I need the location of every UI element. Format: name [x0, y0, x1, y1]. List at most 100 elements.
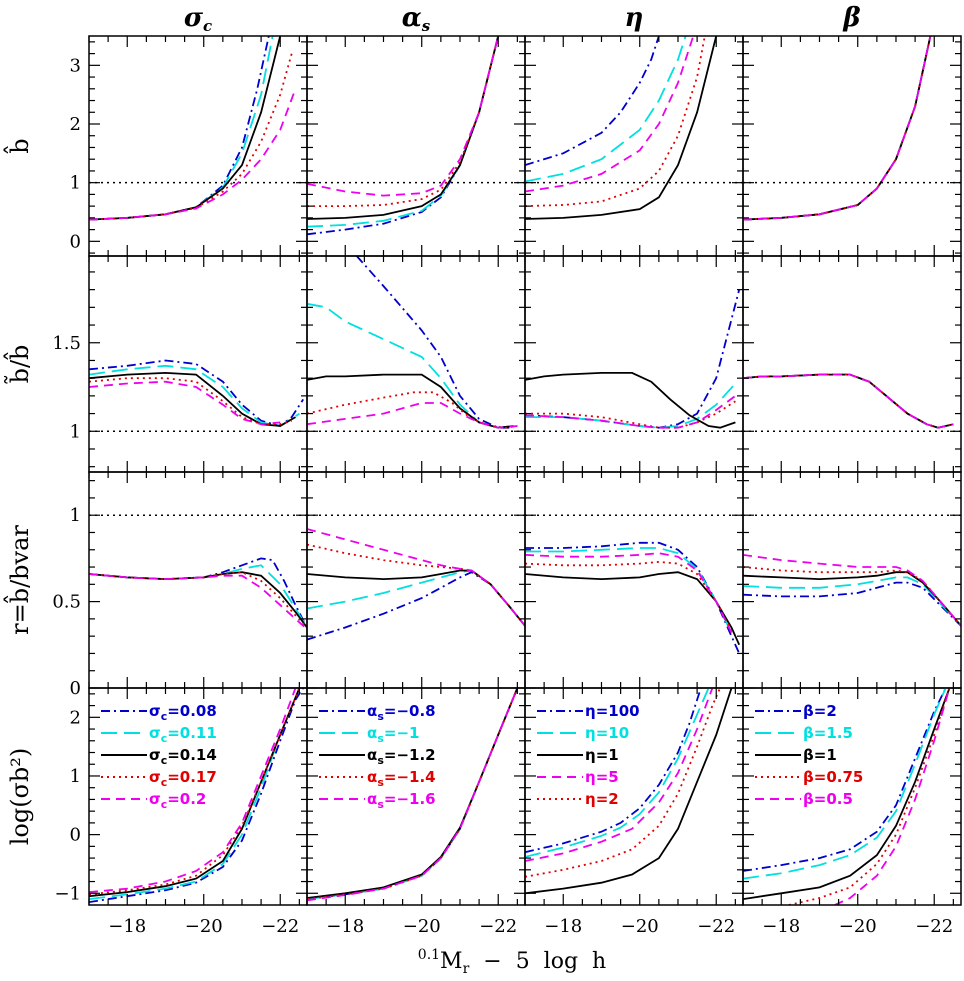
legend-label: η=5 — [585, 768, 619, 786]
series-line-2 — [89, 564, 307, 628]
panel-r2-c1: 11.5 — [52, 255, 308, 473]
series-line-3 — [743, 571, 961, 627]
legend-label: σc=0.14 — [149, 746, 217, 767]
series-line-1 — [89, 359, 304, 427]
row-labels: b̂ b̃/b̂ r=b̂/bvar log(σb²) — [3, 138, 34, 845]
legend-label: αs=−0.8 — [367, 702, 436, 723]
y-tick-label: 1 — [70, 173, 81, 194]
row-label-3: r=b̂/bvar — [3, 525, 34, 635]
series-line-5 — [525, 36, 695, 193]
series-line-2 — [743, 373, 954, 429]
series-line-4 — [89, 53, 293, 221]
series-line-5 — [89, 688, 297, 893]
series-line-1 — [525, 289, 741, 429]
panel-frame — [306, 255, 526, 473]
series-line-3 — [525, 372, 736, 429]
panel-r3-c1: 00.51 — [52, 471, 308, 699]
series-line-2 — [743, 688, 947, 880]
panel-r2-c3 — [524, 255, 744, 473]
series-line-1 — [743, 688, 947, 872]
series-line-3 — [525, 36, 718, 220]
series-line-5 — [307, 688, 519, 902]
series-line-2 — [743, 36, 932, 221]
series-line-4 — [525, 560, 733, 632]
row-label-2: b̃/b̂ — [3, 345, 34, 384]
panel-r4-c4: −18 −20 −22 β=2 β=1.5 β=1 β=0.75 β=0.5 — [742, 687, 962, 937]
panel-frame — [742, 471, 962, 689]
panel-r2-c2 — [306, 255, 526, 473]
series-line-2 — [525, 547, 733, 634]
y-tick-label: 0 — [70, 825, 81, 846]
series-line-5 — [525, 395, 736, 429]
legend-4: β=2 β=1.5 β=1 β=0.75 β=0.5 — [755, 702, 863, 808]
y-tick-label: 2 — [70, 114, 81, 135]
legend-label: σc=0.17 — [149, 768, 217, 789]
x-tick-label: −20 — [185, 916, 223, 937]
panel-r1-c1: 0 1 2 3 — [70, 35, 308, 257]
series-line-5 — [525, 552, 733, 634]
series-line-2 — [525, 688, 710, 858]
series-line-3 — [743, 373, 954, 429]
legend-label: η=10 — [585, 724, 629, 742]
series-line-3 — [743, 36, 932, 221]
panel-frame — [524, 35, 744, 257]
series-line-4 — [307, 391, 518, 429]
panel-r4-c3: −18 −20 −22 η=100 η=10 η=1 η=5 η=2 — [524, 687, 744, 937]
series-line-1 — [525, 541, 741, 654]
legend-label: αs=−1.4 — [367, 768, 436, 789]
series-line-5 — [525, 688, 714, 862]
column-titles: σc αs η β — [184, 3, 861, 35]
panel-r3-c3 — [524, 471, 744, 689]
panel-frame — [742, 35, 962, 257]
column-title-2: αs — [402, 3, 431, 35]
series-line-1 — [743, 581, 961, 627]
series-line-3 — [525, 688, 733, 895]
legend-label: αs=−1.2 — [367, 746, 436, 767]
legend-label: η=100 — [585, 702, 640, 720]
legend-label: σc=0.08 — [149, 702, 217, 723]
panel-frame — [88, 255, 308, 473]
x-tick-label: −22 — [261, 916, 299, 937]
series-line-2 — [743, 576, 961, 627]
series-line-2 — [89, 36, 274, 221]
legend-label: η=2 — [585, 790, 619, 808]
y-tick-label: 2 — [70, 707, 81, 728]
panel-frame — [88, 35, 308, 257]
legend-3: η=100 η=10 η=1 η=5 η=2 — [537, 702, 640, 808]
series-line-4 — [525, 36, 706, 207]
x-tick-label: −20 — [621, 916, 659, 937]
series-line-5 — [743, 36, 932, 221]
legend-label: σc=0.2 — [149, 790, 206, 811]
x-tick-label: −18 — [326, 916, 364, 937]
series-line-2 — [307, 302, 514, 429]
panel-r4-c2: −18 −20 −22 αs=−0.8αs=−1αs=−1.2αs=−1.4αs=−1… — [306, 687, 526, 937]
panel-frame — [742, 687, 962, 906]
x-tick-label: −18 — [762, 916, 800, 937]
x-tick-label: −22 — [479, 916, 517, 937]
series-line-5 — [834, 688, 951, 905]
series-line-2 — [525, 36, 687, 183]
x-tick-label: −22 — [915, 916, 953, 937]
legend-2: αs=−0.8αs=−1αs=−1.2αs=−1.4αs=−1.6 — [319, 702, 436, 811]
series-line-2 — [89, 364, 300, 427]
panel-frame — [306, 35, 526, 257]
series-line-3 — [307, 36, 500, 220]
series-line-5 — [307, 36, 500, 197]
series-line-5 — [743, 554, 961, 627]
x-tick-label: −18 — [108, 916, 146, 937]
series-line-1 — [356, 256, 514, 429]
column-title-1: σc — [184, 3, 212, 35]
series-line-4 — [89, 377, 292, 426]
y-tick-label: 0 — [70, 231, 81, 252]
series-line-4 — [743, 373, 954, 429]
y-tick-label: 1 — [70, 421, 81, 442]
series-line-5 — [89, 88, 297, 221]
series-line-5 — [307, 402, 518, 429]
row-label-4: log(σb²) — [6, 748, 34, 846]
legend-label: αs=−1.6 — [367, 790, 436, 811]
series-line-5 — [89, 573, 307, 630]
series-line-4 — [307, 36, 500, 207]
